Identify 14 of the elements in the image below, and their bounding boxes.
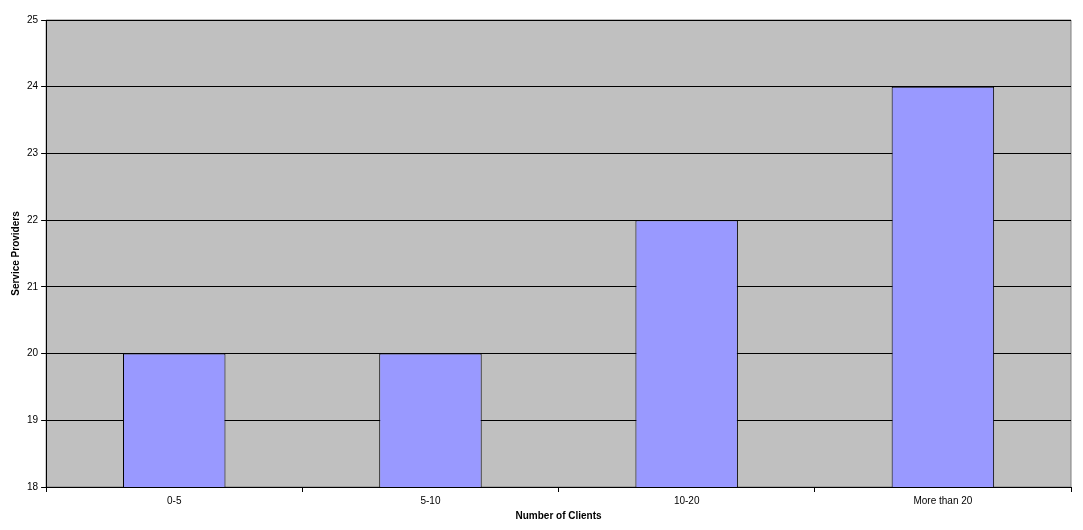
y-tick-label: 21 bbox=[27, 280, 39, 292]
y-axis-title: Service Providers bbox=[9, 210, 21, 296]
y-tick-label: 22 bbox=[27, 213, 39, 225]
x-tick-label: 5-10 bbox=[420, 494, 441, 506]
y-tick-label: 23 bbox=[27, 147, 39, 159]
y-tick-label: 18 bbox=[27, 480, 39, 492]
y-tick-label: 25 bbox=[27, 13, 39, 25]
x-axis-title: Number of Clients bbox=[515, 509, 603, 521]
y-tick-label: 24 bbox=[27, 80, 39, 92]
y-tick-label: 19 bbox=[27, 414, 39, 426]
x-tick-label: 10-20 bbox=[673, 494, 700, 506]
x-tick-label: More than 20 bbox=[913, 494, 973, 506]
y-tick-label: 20 bbox=[27, 347, 39, 359]
x-tick-label: 0-5 bbox=[167, 494, 182, 506]
